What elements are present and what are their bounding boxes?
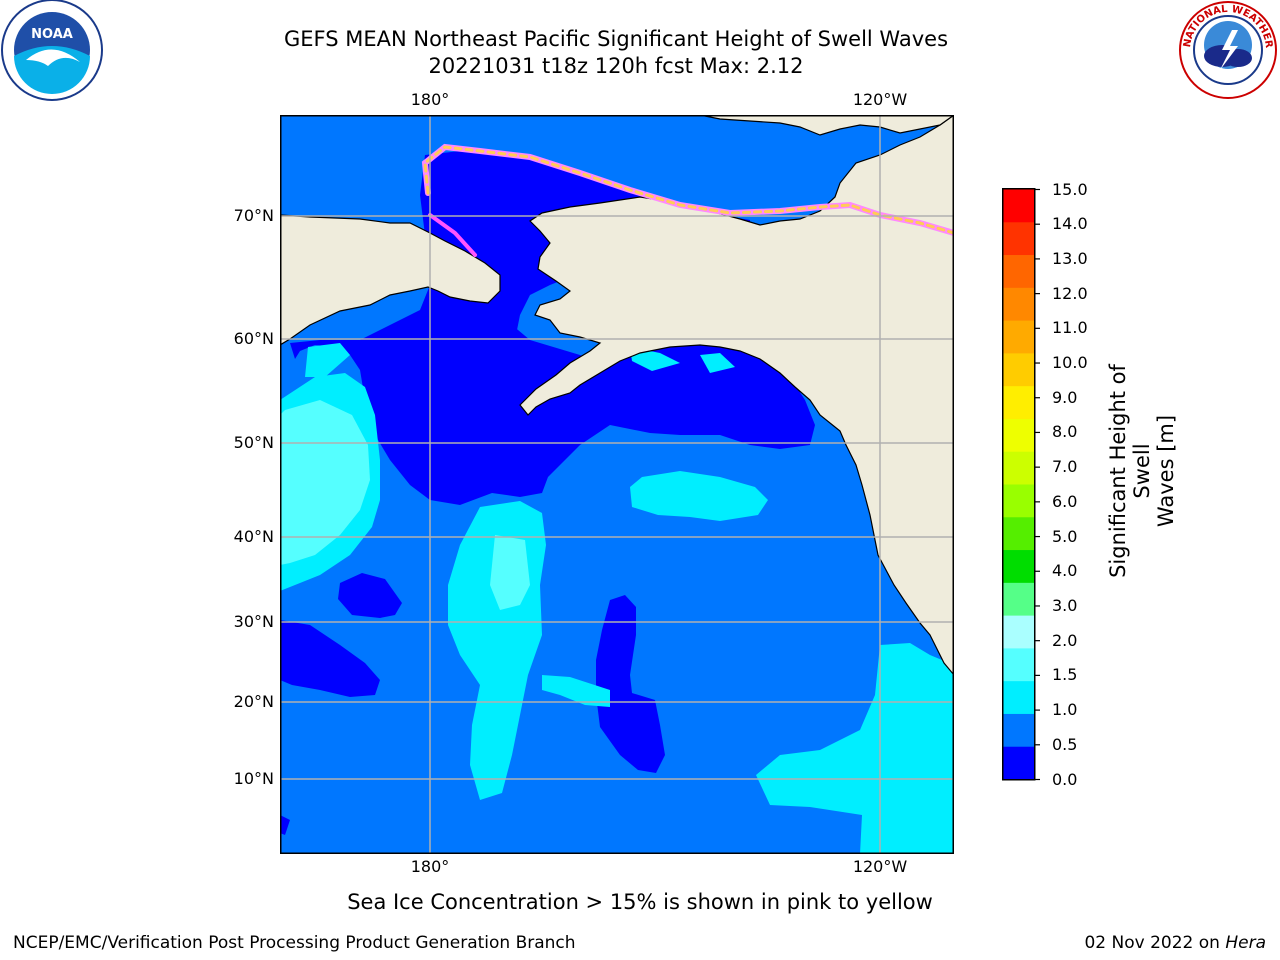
colorbar [1002, 188, 1040, 781]
colorbar-tick-label: 3.0 [1052, 595, 1078, 615]
noaa-logo: NOAA [1, 0, 103, 101]
lat-label-50n: 50°N [233, 433, 274, 452]
lat-label-10n: 10°N [233, 769, 274, 788]
footer-credit: NCEP/EMC/Verification Post Processing Pr… [13, 933, 576, 953]
colorbar-tick-label: 15.0 [1052, 179, 1088, 199]
colorbar-tick-label: 13.0 [1052, 248, 1088, 268]
colorbar-tick-label: 9.0 [1052, 387, 1078, 407]
colorbar-tick-label: 8.0 [1052, 422, 1078, 442]
colorbar-segment [1003, 517, 1034, 551]
colorbar-segment [1003, 255, 1034, 289]
land-areas [280, 115, 954, 676]
colorbar-segment [1003, 615, 1034, 649]
lat-label-20n: 20°N [233, 692, 274, 711]
colorbar-segment [1003, 353, 1034, 387]
colorbar-segment [1003, 287, 1034, 322]
colorbar-segment [1003, 582, 1034, 617]
colorbar-segment [1003, 189, 1034, 223]
colorbar-segment [1003, 550, 1034, 584]
footer-date-text: 02 Nov 2022 on [1084, 933, 1220, 953]
swell-height-map [280, 115, 954, 854]
lon-label-top-180: 180° [410, 90, 450, 109]
colorbar-tick-label: 12.0 [1052, 283, 1088, 303]
chart-subtitle: 20221031 t18z 120h fcst Max: 2.12 [428, 54, 804, 78]
footer-host: Hera [1225, 933, 1266, 953]
colorbar-segment [1003, 484, 1034, 518]
colorbar-segment [1003, 222, 1034, 256]
colorbar-segments [1003, 189, 1034, 780]
colorbar-tick-label: 6.0 [1052, 491, 1078, 511]
colorbar-segment [1003, 451, 1034, 485]
colorbar-tick-label: 0.0 [1052, 769, 1078, 789]
higher-swell-regions [280, 400, 530, 610]
colorbar-segment [1003, 320, 1034, 354]
colorbar-segment [1003, 681, 1034, 715]
lat-label-40n: 40°N [233, 527, 274, 546]
lat-label-70n: 70°N [233, 206, 274, 225]
colorbar-tick-label: 10.0 [1052, 353, 1088, 373]
footer-date: 02 Nov 2022 on Hera [1084, 933, 1266, 953]
lon-label-bottom-180: 180° [410, 857, 450, 876]
colorbar-tick-label: 5.0 [1052, 526, 1078, 546]
colorbar-segment [1003, 746, 1034, 780]
colorbar-segment [1003, 386, 1034, 420]
colorbar-tick-label: 4.0 [1052, 561, 1078, 581]
colorbar-tick-label: 7.0 [1052, 457, 1078, 477]
lat-label-30n: 30°N [233, 612, 274, 631]
sea-ice-note: Sea Ice Concentration > 15% is shown in … [347, 890, 933, 914]
svg-text:NOAA: NOAA [31, 27, 73, 42]
colorbar-frame [1002, 188, 1036, 781]
lon-label-top-120w: 120°W [852, 90, 908, 109]
colorbar-title-line1: Significant Height of Swell [1106, 364, 1154, 578]
colorbar-title-line2: Waves [m] [1154, 414, 1178, 528]
colorbar-segment [1003, 418, 1034, 453]
colorbar-tick-label: 1.5 [1052, 665, 1078, 685]
colorbar-tick-label: 2.0 [1052, 630, 1078, 650]
colorbar-tick-label: 14.0 [1052, 214, 1088, 234]
map-frame [280, 115, 954, 854]
colorbar-ticks [1034, 188, 1040, 781]
graticule [280, 115, 954, 854]
colorbar-segment [1003, 713, 1034, 748]
colorbar-segment [1003, 648, 1034, 682]
colorbar-tick-label: 0.5 [1052, 734, 1078, 754]
lon-label-bottom-120w: 120°W [852, 857, 908, 876]
sea-ice-edge [421, 143, 954, 257]
lat-label-60n: 60°N [233, 329, 274, 348]
nws-logo: NATIONAL WEATHER SERVICE [1176, 0, 1277, 99]
colorbar-tick-label: 11.0 [1052, 318, 1088, 338]
colorbar-tick-label: 1.0 [1052, 700, 1078, 720]
chart-title: GEFS MEAN Northeast Pacific Significant … [283, 27, 949, 51]
